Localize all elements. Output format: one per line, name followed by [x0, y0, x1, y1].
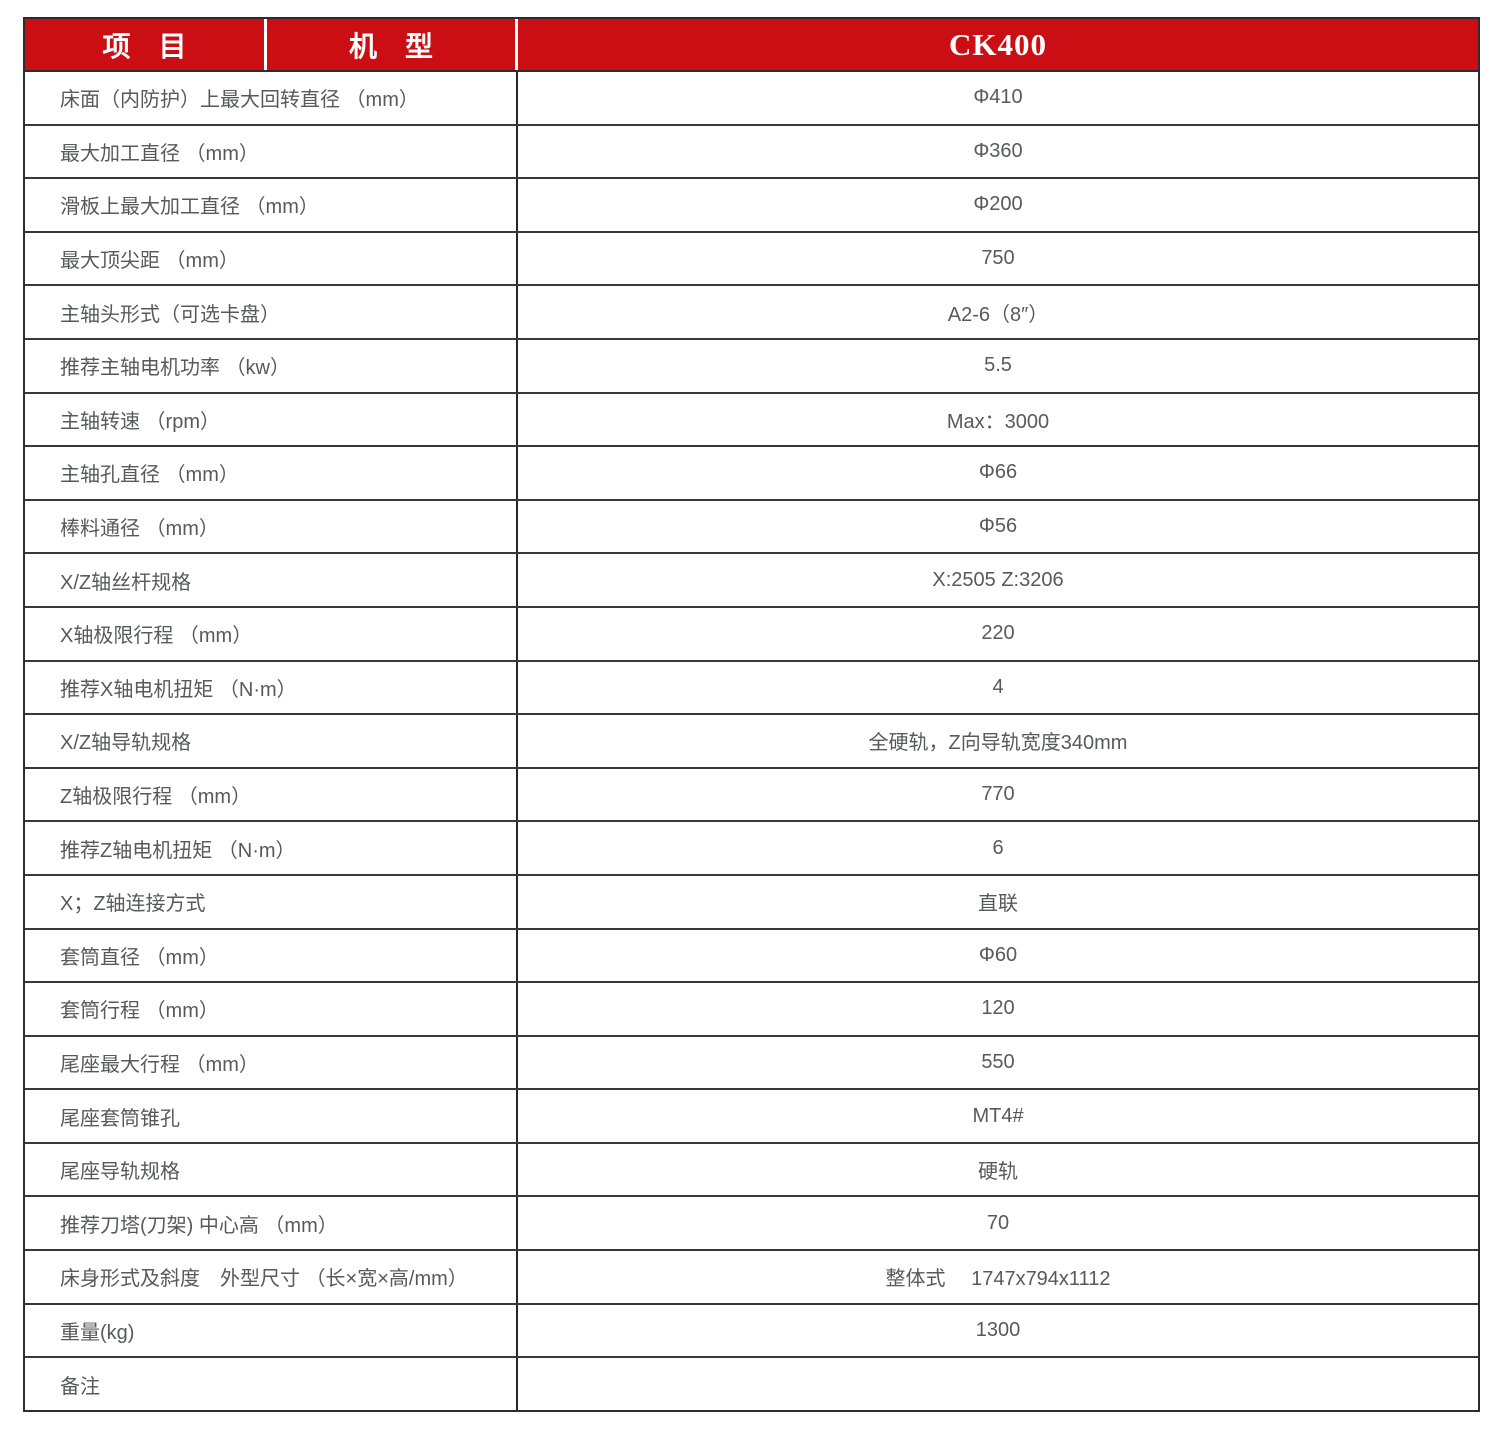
- spec-label: 尾座套筒锥孔: [25, 1090, 518, 1142]
- spec-value: 4: [992, 675, 1004, 698]
- spec-value: Φ56: [978, 515, 1018, 538]
- spec-row: X；Z轴连接方式 直联: [25, 875, 1478, 930]
- spec-value: Φ66: [978, 461, 1018, 484]
- spec-row: 床面（内防护）上最大回转直径 （mm） Φ410: [25, 72, 1478, 126]
- spec-label: 棒料通径 （mm）: [25, 500, 518, 553]
- spec-value: Φ60: [978, 943, 1018, 966]
- spec-value: 整体式 1747x794x1112: [885, 1268, 1111, 1291]
- spec-row: 滑板上最大加工直径 （mm） Φ200: [25, 179, 1478, 233]
- header-model-name: CK400: [949, 26, 1047, 62]
- spec-label: 主轴孔直径 （mm）: [25, 447, 518, 499]
- spec-label: 推荐Z轴电机扭矩 （N·m）: [25, 822, 518, 874]
- spec-label: 套筒直径 （mm）: [25, 929, 518, 982]
- spec-value: 750: [981, 247, 1015, 270]
- spec-row: 主轴头形式（可选卡盘） A2-6（8″）: [25, 286, 1478, 340]
- spec-row: 推荐X轴电机扭矩 （N·m） 4: [25, 661, 1478, 716]
- spec-label: 滑板上最大加工直径 （mm）: [25, 179, 518, 231]
- spec-row: 套筒行程 （mm） 120: [25, 983, 1478, 1037]
- spec-label: 尾座导轨规格: [25, 1143, 518, 1196]
- spec-row: 备注: [25, 1358, 1478, 1410]
- spec-label: 最大顶尖距 （mm）: [25, 232, 518, 285]
- spec-value: 直联: [978, 893, 1018, 916]
- spec-table: 项 目 机 型 CK400 床面（内防护）上最大回转直径 （mm） Φ410 最大加…: [23, 17, 1480, 1412]
- spec-row: X/Z轴导轨规格 全硬轨，Z向导轨宽度340mm: [25, 715, 1478, 769]
- spec-row: X/Z轴丝杆规格 X:2505 Z:3206: [25, 554, 1478, 608]
- spec-label: X/Z轴丝杆规格: [25, 554, 518, 606]
- spec-row: 尾座套筒锥孔 MT4#: [25, 1090, 1478, 1144]
- spec-row: 主轴转速 （rpm） Max：3000: [25, 393, 1478, 448]
- spec-label: 最大加工直径 （mm）: [25, 125, 518, 178]
- spec-row: 床身形式及斜度 外型尺寸 （长×宽×高/mm） 整体式 1747x794x1112: [25, 1251, 1478, 1305]
- spec-row: 推荐Z轴电机扭矩 （N·m） 6: [25, 822, 1478, 876]
- spec-row: 棒料通径 （mm） Φ56: [25, 500, 1478, 555]
- spec-value: X:2505 Z:3206: [932, 568, 1064, 591]
- spec-label: X；Z轴连接方式: [25, 875, 518, 928]
- table-body: 床面（内防护）上最大回转直径 （mm） Φ410 最大加工直径 （mm） Φ360 滑板…: [25, 72, 1478, 1410]
- spec-row: 尾座最大行程 （mm） 550: [25, 1036, 1478, 1091]
- spec-label: 床身形式及斜度 外型尺寸 （长×宽×高/mm）: [25, 1251, 518, 1303]
- spec-label: 主轴头形式（可选卡盘）: [25, 286, 518, 338]
- spec-value: 120: [981, 997, 1015, 1020]
- spec-value: 1300: [975, 1318, 1021, 1341]
- spec-row: X轴极限行程 （mm） 220: [25, 607, 1478, 662]
- spec-row: 重量(kg) 1300: [25, 1304, 1478, 1359]
- spec-label: 床面（内防护）上最大回转直径 （mm）: [25, 72, 518, 124]
- spec-value: MT4#: [972, 1104, 1024, 1127]
- spec-value: Φ200: [973, 193, 1023, 216]
- spec-row: 推荐刀塔(刀架) 中心高 （mm） 70: [25, 1197, 1478, 1252]
- spec-label: X轴极限行程 （mm）: [25, 607, 518, 660]
- spec-value: 70: [986, 1211, 1010, 1234]
- spec-value: Φ410: [973, 86, 1023, 109]
- spec-row: 主轴孔直径 （mm） Φ66: [25, 447, 1478, 501]
- header-model-column: 机 型: [267, 19, 518, 70]
- spec-label: 备注: [25, 1358, 518, 1410]
- spec-label: 主轴转速 （rpm）: [25, 393, 518, 446]
- spec-label: 推荐X轴电机扭矩 （N·m）: [25, 661, 518, 714]
- table-header-row: 项 目 机 型 CK400: [25, 19, 1478, 72]
- spec-label: 重量(kg): [25, 1304, 518, 1357]
- spec-value: Φ360: [973, 139, 1023, 162]
- spec-row: 最大顶尖距 （mm） 750: [25, 232, 1478, 287]
- spec-value: 770: [981, 783, 1015, 806]
- spec-label: Z轴极限行程 （mm）: [25, 768, 518, 821]
- spec-row: 尾座导轨规格 硬轨: [25, 1143, 1478, 1198]
- spec-label: 推荐刀塔(刀架) 中心高 （mm）: [25, 1197, 518, 1250]
- spec-label: 推荐主轴电机功率 （kw）: [25, 339, 518, 392]
- spec-value: 硬轨: [978, 1161, 1018, 1184]
- spec-value: A2-6（8″）: [947, 303, 1049, 326]
- spec-row: 推荐主轴电机功率 （kw） 5.5: [25, 339, 1478, 394]
- spec-value: 全硬轨，Z向导轨宽度340mm: [868, 732, 1128, 755]
- spec-value: 550: [981, 1050, 1015, 1073]
- spec-value: 5.5: [984, 354, 1012, 377]
- spec-row: 套筒直径 （mm） Φ60: [25, 929, 1478, 984]
- spec-row: Z轴极限行程 （mm） 770: [25, 768, 1478, 823]
- header-item-column: 项 目: [25, 19, 267, 70]
- spec-label: 套筒行程 （mm）: [25, 983, 518, 1035]
- spec-value: 6: [992, 836, 1004, 859]
- spec-value: [518, 1358, 1478, 1410]
- spec-row: 最大加工直径 （mm） Φ360: [25, 125, 1478, 180]
- spec-label: 尾座最大行程 （mm）: [25, 1036, 518, 1089]
- spec-label: X/Z轴导轨规格: [25, 715, 518, 767]
- spec-value: Max：3000: [946, 410, 1050, 433]
- spec-value: 220: [981, 622, 1015, 645]
